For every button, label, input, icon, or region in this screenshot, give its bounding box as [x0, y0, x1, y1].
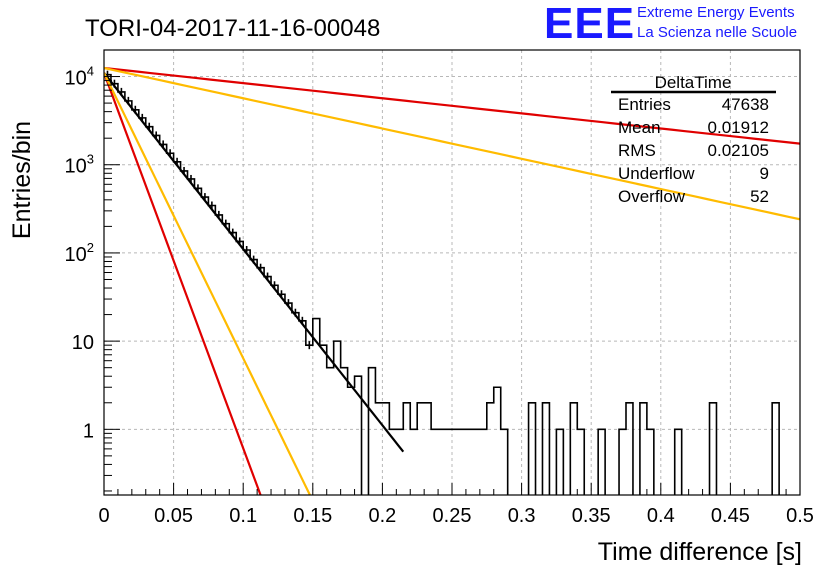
- fit-curve: [104, 72, 312, 495]
- x-axis-label: Time difference [s]: [598, 538, 802, 566]
- stats-row: Underflow 9: [618, 164, 769, 183]
- x-tick-label: 0.25: [433, 505, 472, 527]
- stats-label: Mean: [618, 118, 661, 137]
- logo-line-1: Extreme Energy Events: [637, 4, 795, 21]
- fit-curve: [104, 66, 800, 145]
- x-tick-label: 0.3: [508, 505, 536, 527]
- y-tick-label: 103: [65, 152, 94, 178]
- fit-curve: [104, 66, 800, 221]
- x-tick-label: 0.2: [368, 505, 396, 527]
- y-tick-label: 104: [65, 64, 94, 90]
- x-tick-label: 0.35: [572, 505, 611, 527]
- stats-value: 9: [760, 164, 769, 183]
- stats-title: DeltaTime: [655, 73, 732, 92]
- plot-data: [104, 66, 800, 495]
- x-tick-label: 0.45: [711, 505, 750, 527]
- stats-value: 0.01912: [708, 118, 769, 137]
- x-tick-label: 0.5: [786, 505, 814, 527]
- x-tick-label: 0: [98, 505, 109, 527]
- stats-value: 0.02105: [708, 141, 769, 160]
- y-axis-label: Entries/bin: [8, 121, 36, 239]
- stats-row: Mean 0.01912: [618, 118, 769, 137]
- y-tick-label: 102: [65, 240, 94, 266]
- y-tick-label: 1: [83, 420, 94, 442]
- x-tick-label: 0.15: [293, 505, 332, 527]
- eee-logo: EEE Extreme Energy Events La Scienza nel…: [544, 2, 834, 46]
- fit-curve: [104, 72, 262, 495]
- stats-row: Overflow 52: [618, 187, 769, 206]
- stats-label: Entries: [618, 95, 671, 114]
- fit-curve: [104, 72, 405, 453]
- stats-label: Underflow: [618, 164, 695, 183]
- x-tick-label: 0.05: [154, 505, 193, 527]
- stats-label: RMS: [618, 141, 656, 160]
- stats-label: Overflow: [618, 187, 686, 206]
- stats-value: 47638: [722, 95, 769, 114]
- stats-row: RMS 0.02105: [618, 141, 769, 160]
- axes: 0 0.05 0.1 0.15 0.2 0.25 0.3 0.35 0.4 0.45 0.5 1 10 1…: [65, 49, 814, 527]
- stats-box: DeltaTime Entries 47638 Mean 0.01912 RMS…: [611, 73, 776, 206]
- stats-row: Entries 47638: [618, 95, 769, 114]
- x-tick-label: 0.1: [229, 505, 257, 527]
- eee-logo-mark: EEE: [544, 0, 636, 48]
- grid: [104, 50, 800, 495]
- stats-value: 52: [750, 187, 769, 206]
- x-tick-label: 0.4: [647, 505, 675, 527]
- logo-line-2: La Scienza nelle Scuole: [637, 24, 798, 41]
- y-tick-label: 10: [72, 332, 94, 354]
- chart-title: TORI-04-2017-11-16-00048: [85, 15, 380, 42]
